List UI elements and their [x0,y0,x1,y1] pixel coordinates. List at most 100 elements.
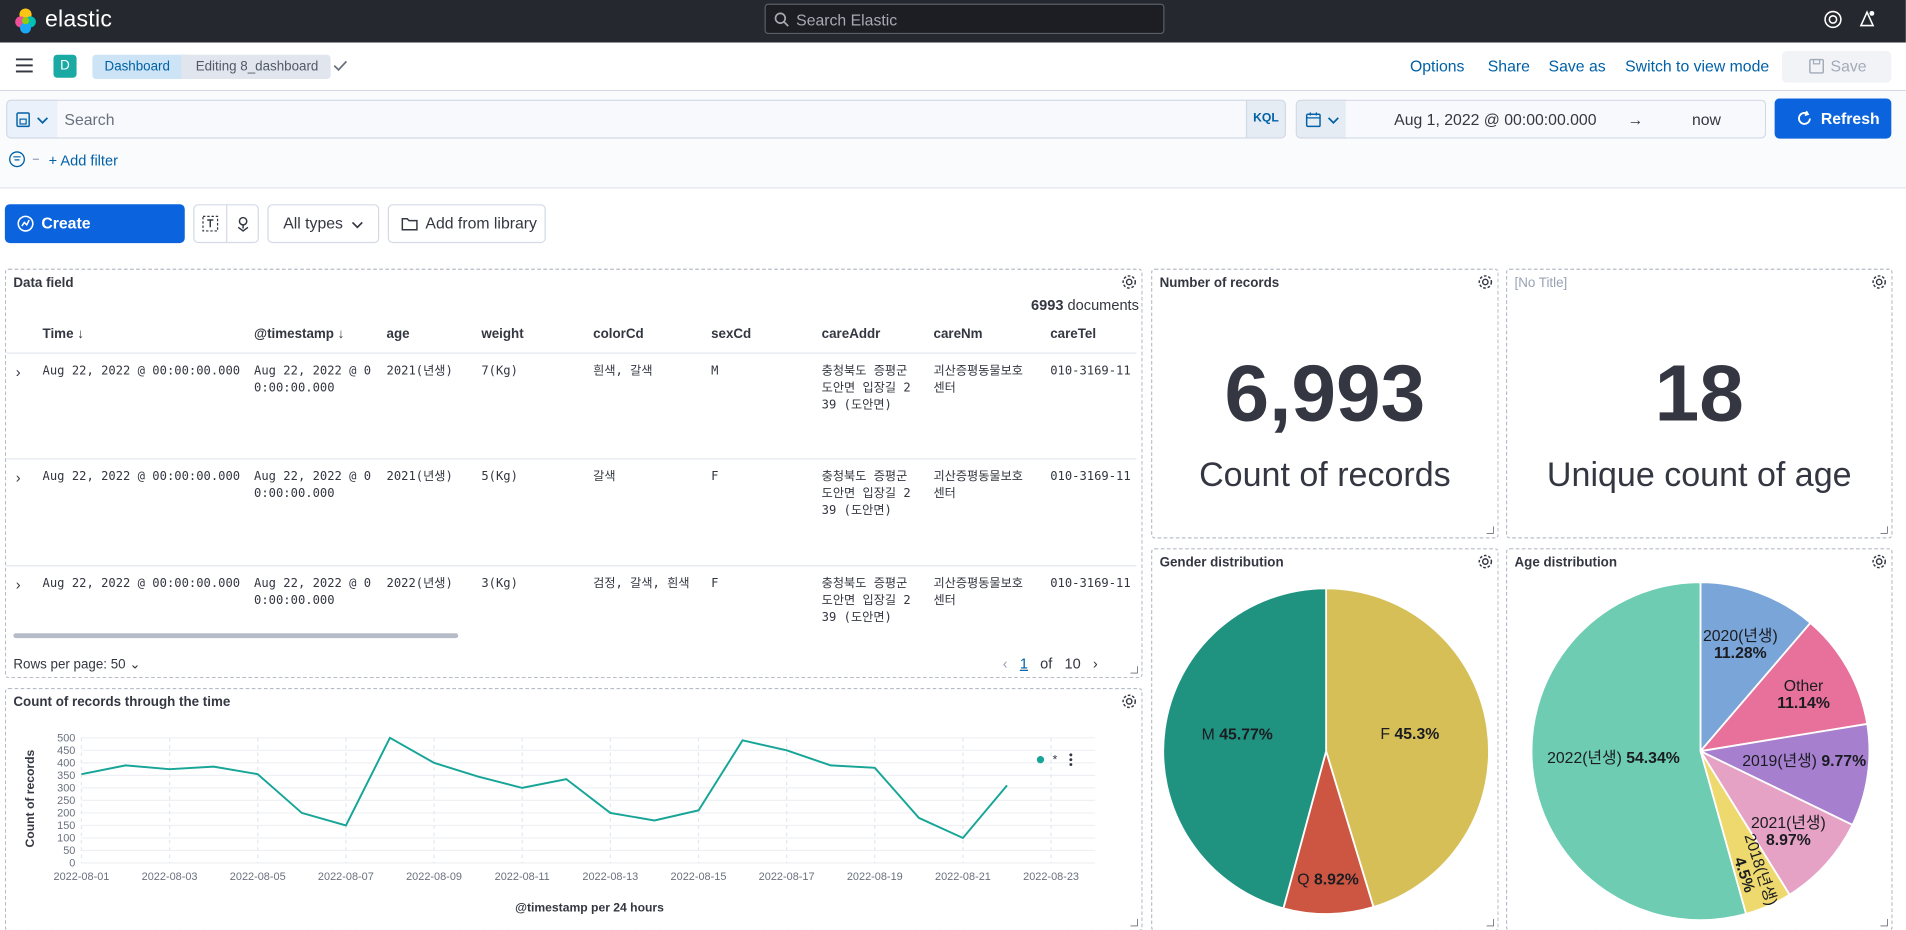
resize-handle-icon[interactable] [1130,918,1138,927]
horizontal-scrollbar[interactable] [13,633,459,639]
share-link[interactable]: Share [1487,57,1530,76]
gear-icon[interactable] [1871,553,1888,570]
pie-slice[interactable] [1699,581,1812,754]
y-tick-label: 200 [57,808,75,820]
age-pie-chart: 2020(년생) 11.28%Other 11.14%2019(년생) 9.77%2… [1530,581,1871,922]
gear-icon[interactable] [1477,553,1494,570]
saved-query-menu-button[interactable] [6,99,59,139]
slice-name: Other [1784,678,1824,695]
pie-slice[interactable] [1530,581,1748,922]
series-line[interactable] [81,736,1008,840]
expand-row-icon[interactable]: › [15,576,21,594]
cell-sex: M [711,364,719,379]
query-language-button[interactable]: KQL [1245,99,1286,139]
column-header-carenm[interactable]: careNm [933,326,983,342]
date-start[interactable]: Aug 1, 2022 @ 00:00:00.000 [1394,110,1597,129]
search-icon [774,12,789,27]
next-page-icon[interactable]: › [1092,655,1098,673]
slice-name: 2022(년생) [1547,749,1626,767]
pie-slice[interactable] [1282,747,1375,915]
gear-icon[interactable] [1871,273,1888,290]
metric-value: 18 [1654,347,1744,438]
pie-slice[interactable] [1325,587,1490,909]
x-tick-label: 2022-08-01 [54,871,110,883]
column-header-time[interactable]: Time ↓ [42,326,84,342]
maps-icon[interactable] [235,215,252,232]
add-from-library-button[interactable]: Add from library [387,204,546,244]
help-icon[interactable] [1823,10,1842,29]
legend-menu-icon[interactable] [1069,753,1073,767]
hamburger-menu-icon[interactable] [15,58,33,73]
page-total[interactable]: 10 [1064,655,1081,673]
document-count-label: documents [1063,296,1139,314]
column-header-timestamp[interactable]: @timestamp ↓ [254,326,345,342]
newsfeed-icon[interactable] [1857,9,1876,31]
breadcrumb-dashboard[interactable]: Dashboard [92,54,187,80]
legend-marker[interactable] [1036,756,1045,764]
date-quick-menu-button[interactable] [1295,99,1347,139]
column-header-colorcd[interactable]: colorCd [593,326,644,342]
document-count: 6993 documents [1031,297,1139,314]
query-search-input[interactable]: Search [57,99,1246,139]
all-types-dropdown[interactable]: All types [267,204,380,244]
resize-handle-icon[interactable] [1486,526,1494,534]
check-icon[interactable] [333,60,348,72]
elastic-logo-icon[interactable] [13,7,37,34]
text-markdown-icon[interactable] [202,215,219,232]
refresh-button[interactable]: Refresh [1774,98,1892,139]
table-row[interactable]: › Aug 22, 2022 @ 00:00:00.000 Aug 22, 20… [6,565,1137,672]
slice-value: 8.97% [1766,832,1811,849]
pie-slice[interactable] [1162,587,1328,910]
column-header-careaddr[interactable]: careAddr [821,326,881,342]
date-end[interactable]: now [1691,110,1721,129]
column-header-weight[interactable]: weight [481,326,524,342]
prev-page-icon[interactable]: ‹ [1002,655,1008,673]
gear-icon[interactable] [1121,273,1138,290]
save-button[interactable]: Save [1781,51,1892,83]
x-tick-label: 2022-08-13 [582,871,638,883]
resize-handle-icon[interactable] [1486,918,1494,927]
y-tick-label: 500 [57,732,75,744]
pie-slice[interactable] [1697,722,1871,827]
panel-title: Data field [13,275,74,291]
save-icon [1809,58,1824,74]
gear-icon[interactable] [1477,273,1494,290]
slice-value: 11.14% [1777,695,1830,712]
x-axis-label: @timestamp per 24 hours [515,901,664,915]
column-header-caretel[interactable]: careTel [1050,326,1097,342]
gender-pie-panel: Gender distribution F 45.3% Q 8.92% M 45.7… [1151,548,1499,930]
resize-handle-icon[interactable] [1880,526,1888,534]
create-visualization-button[interactable]: Create visualization [4,204,185,271]
legend-label[interactable]: * [1053,752,1058,766]
rows-per-page-select[interactable]: Rows per page: 50 ⌄ [13,656,140,673]
pie-slice[interactable] [1698,748,1854,896]
switch-view-mode-link[interactable]: Switch to view mode [1625,57,1770,76]
global-search-input[interactable]: Search Elastic [764,3,1165,35]
panel-title: Gender distribution [1159,555,1284,571]
table-row[interactable]: › Aug 22, 2022 @ 00:00:00.000 Aug 22, 20… [6,458,1137,565]
table-row[interactable]: › Aug 22, 2022 @ 00:00:00.000 Aug 22, 20… [6,352,1137,459]
space-avatar[interactable]: D [53,54,77,78]
column-header-age[interactable]: age [386,326,410,342]
cell-weight: 3(Kg) [481,577,518,591]
cell-timestamp: Aug 22, 2022 @ 0 0:00:00.000 [254,364,372,396]
pie-slice[interactable] [1698,621,1869,753]
slice-label: 2022(년생) 54.34% [1547,749,1680,767]
resize-handle-icon[interactable] [1880,918,1888,927]
resize-handle-icon[interactable] [1130,666,1138,674]
x-tick-label: 2022-08-09 [406,871,462,883]
y-tick-label: 50 [63,845,75,857]
column-header-sexcd[interactable]: sexCd [711,326,752,342]
logo-text[interactable]: elastic [44,7,113,33]
save-as-link[interactable]: Save as [1548,57,1606,76]
filter-icon[interactable] [9,151,41,168]
slice-value: 54.34% [1626,750,1680,767]
y-axis-label: Count of records [23,749,37,847]
options-link[interactable]: Options [1409,57,1465,76]
gear-icon[interactable] [1121,693,1138,710]
page-current[interactable]: 1 [1019,655,1028,673]
expand-row-icon[interactable]: › [15,469,21,487]
slice-name: F [1380,726,1394,743]
add-filter-link[interactable]: + Add filter [48,151,118,169]
expand-row-icon[interactable]: › [15,363,21,381]
